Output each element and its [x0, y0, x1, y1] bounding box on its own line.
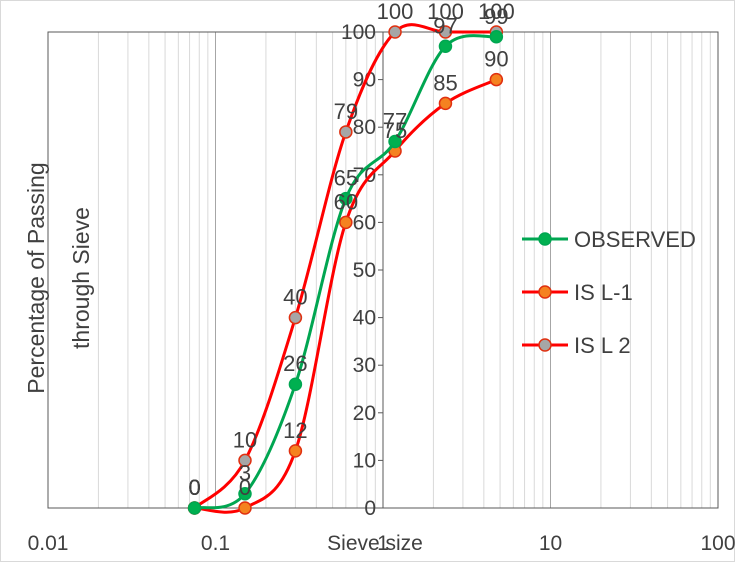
data-label: 79 [334, 99, 358, 124]
data-point [238, 486, 252, 501]
data-label: 0 [239, 475, 251, 500]
data-point [339, 191, 353, 206]
data-point [438, 39, 453, 54]
x-tick-label: 0.01 [28, 532, 69, 555]
data-label: 0 [188, 475, 200, 500]
x-tick-label: 100 [700, 532, 735, 555]
data-label: 90 [484, 47, 508, 72]
data-point [339, 125, 353, 139]
data-point [238, 501, 252, 515]
data-point [339, 215, 353, 230]
data-point [388, 134, 402, 149]
y-tick-label: 70 [353, 164, 376, 187]
data-label: 85 [433, 70, 457, 95]
y-tick-label: 100 [341, 21, 376, 44]
data-point [238, 453, 252, 468]
data-label: 40 [283, 285, 307, 310]
data-point [489, 30, 504, 44]
data-point [438, 25, 453, 39]
data-label: 10 [233, 427, 257, 452]
y-tick-label: 40 [353, 307, 376, 330]
y-tick-label: 60 [353, 211, 376, 234]
x-tick-label: 1 [377, 532, 389, 555]
y-tick-label: 20 [353, 402, 376, 425]
x-tick-label: 10 [539, 532, 562, 555]
data-label: 97 [433, 13, 457, 38]
data-label: 100 [377, 0, 414, 24]
y-axis-title: Percentage of Passing [23, 162, 49, 393]
legend: OBSERVED IS L-1 IS L 2 [522, 227, 696, 358]
y-tick-label: 0 [364, 497, 376, 520]
data-point [388, 25, 402, 39]
y-tick-label: 90 [353, 69, 376, 92]
data-point [438, 96, 453, 111]
data-label: 75 [383, 118, 407, 143]
data-label: 100 [478, 0, 515, 24]
data-label: 100 [427, 0, 464, 24]
data-point [288, 310, 303, 325]
y-tick-label: 50 [353, 259, 376, 282]
legend-label: OBSERVED [574, 227, 696, 252]
x-tick-label: 0.1 [201, 532, 230, 555]
y-axis-title-line-2: through Sieve [68, 207, 94, 349]
data-label: 99 [484, 4, 508, 29]
series-layer [187, 23, 504, 515]
data-label: 26 [283, 351, 307, 376]
data-label: 0 [188, 475, 200, 500]
x-axis-title: Sieve size [327, 532, 423, 555]
series-line-0 [194, 34, 497, 510]
data-point [288, 444, 303, 458]
data-label: 12 [283, 418, 307, 443]
legend-marker [538, 338, 552, 352]
y-tick-label: 80 [353, 116, 376, 139]
data-label: 77 [383, 108, 407, 133]
data-point [489, 72, 504, 87]
y-tick-label: 10 [353, 449, 376, 472]
data-label: 65 [334, 166, 358, 191]
legend-label: IS L-1 [574, 280, 633, 305]
y-tick-label: 30 [353, 354, 376, 377]
legend-marker [538, 232, 552, 246]
legend-label: IS L 2 [574, 333, 631, 358]
data-label: 0 [188, 475, 200, 500]
legend-marker [538, 285, 552, 299]
data-point [288, 377, 303, 391]
data-point [187, 501, 202, 515]
data-label: 3 [239, 461, 251, 486]
data-label: 60 [334, 189, 358, 214]
